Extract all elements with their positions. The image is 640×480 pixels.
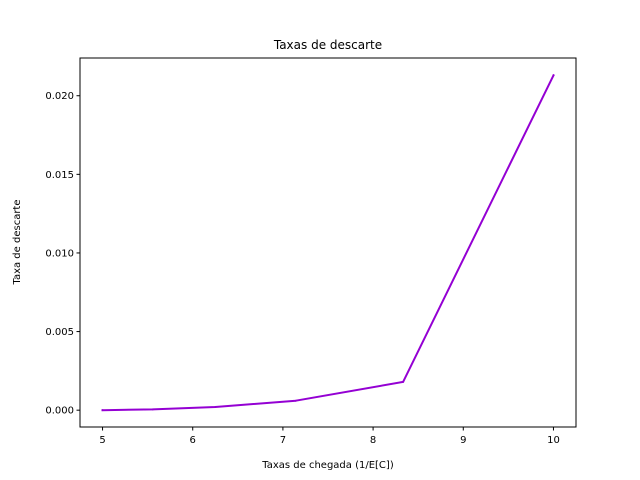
y-tick-label: 0.005 [45,327,74,338]
x-tick-label: 10 [547,435,560,446]
x-tick-label: 7 [280,435,286,446]
chart-title: Taxas de descarte [273,38,382,52]
series-layer [101,73,555,412]
y-tick-label: 0.020 [45,91,74,102]
data-point [151,408,154,411]
data-point [552,74,555,77]
x-tick-label: 6 [190,435,196,446]
data-point [402,380,405,383]
x-tick-label: 8 [370,435,376,446]
y-tick-label: 0.010 [45,248,74,259]
y-tick-label: 0.000 [45,406,74,417]
plot-frame [79,57,577,428]
y-axis: 0.000 0.005 0.010 0.015 0.020 [45,91,80,417]
y-axis-label: Taxa de descarte [12,199,23,285]
data-point [214,406,217,409]
data-point [101,409,104,412]
x-tick-label: 5 [99,435,105,446]
data-point [294,399,297,402]
x-tick-label: 9 [460,435,466,446]
series-line [101,73,555,412]
x-axis: 5 6 7 8 9 10 [99,427,560,446]
x-axis-label: Taxas de chegada (1/E[C]) [261,460,394,471]
y-tick-label: 0.015 [45,170,74,181]
